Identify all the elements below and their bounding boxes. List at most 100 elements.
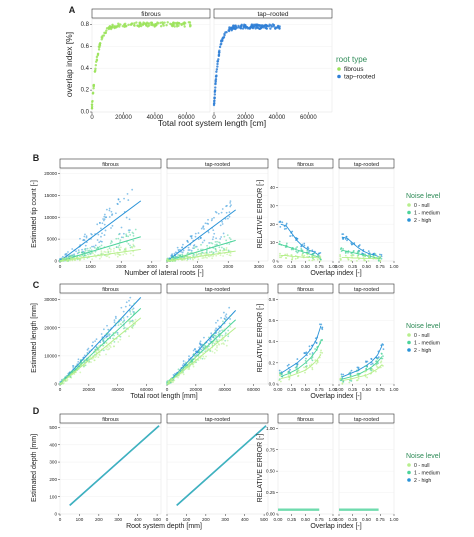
data-point: [357, 245, 360, 248]
data-point: [88, 355, 91, 358]
data-point: [102, 252, 104, 255]
facet-strip: [166, 158, 269, 169]
data-point: [85, 254, 87, 257]
data-point: [119, 254, 122, 256]
data-point: [187, 363, 190, 365]
data-point: [103, 218, 106, 221]
x-tick-label: 0: [166, 517, 169, 522]
data-point: [229, 238, 232, 241]
data-point: [347, 258, 350, 261]
data-point: [129, 252, 132, 255]
data-point: [118, 253, 121, 256]
data-point: [308, 364, 311, 367]
data-point: [211, 217, 214, 220]
data-point: [197, 359, 200, 362]
facet-label: tap-rooted: [205, 417, 230, 423]
facet-strip: [277, 283, 334, 294]
data-point: [219, 242, 221, 244]
data-point: [150, 21, 153, 24]
data-point: [200, 348, 203, 351]
data-point: [106, 324, 108, 327]
facet-strip: [59, 283, 162, 294]
legend-label: 1 - medium: [414, 341, 440, 347]
data-point: [225, 211, 228, 214]
y-tick-label: 30000: [44, 297, 57, 302]
data-point: [198, 346, 201, 349]
data-point: [100, 35, 103, 39]
y-tick-label: 30: [270, 203, 276, 208]
data-point: [159, 25, 163, 28]
data-point: [134, 228, 137, 231]
data-point: [376, 357, 379, 360]
data-point: [294, 366, 297, 369]
x-tick-label: 0.25: [287, 517, 296, 522]
data-point: [180, 250, 183, 253]
data-point: [217, 331, 220, 334]
data-point: [132, 239, 135, 242]
x-tick-label: 500: [153, 517, 161, 522]
data-point: [224, 332, 227, 335]
data-point: [190, 234, 193, 237]
data-point: [96, 223, 99, 226]
y-tick-label: 300: [49, 460, 57, 465]
data-point: [127, 242, 130, 245]
data-point: [225, 249, 228, 252]
data-point: [226, 253, 229, 256]
regression-line: [166, 327, 236, 385]
data-point: [101, 344, 104, 347]
data-point: [214, 329, 217, 332]
data-point: [103, 215, 106, 218]
data-point: [101, 232, 103, 235]
data-point: [308, 259, 311, 262]
data-point: [348, 381, 351, 384]
data-point: [180, 256, 182, 259]
data-point: [131, 188, 134, 191]
data-point: [128, 299, 130, 302]
data-point: [176, 246, 179, 249]
data-point: [97, 233, 100, 236]
data-point: [119, 239, 122, 241]
y-tick-label: 40: [270, 185, 276, 190]
data-point: [223, 235, 226, 238]
data-point: [216, 240, 218, 243]
data-point: [132, 254, 135, 257]
data-point: [220, 236, 223, 238]
data-point: [382, 348, 385, 351]
data-point: [69, 256, 72, 259]
data-point: [106, 346, 109, 348]
data-point: [216, 349, 218, 352]
legend-label: 1 - medium: [414, 471, 440, 477]
data-point: [173, 379, 176, 382]
data-point: [347, 251, 349, 254]
x-tick-label: 40000: [269, 115, 286, 121]
data-point: [105, 29, 108, 32]
facet-label: fibrous: [102, 287, 119, 293]
data-point: [215, 237, 218, 240]
data-point: [305, 365, 308, 368]
data-point: [280, 256, 283, 259]
data-point: [117, 321, 120, 324]
data-point: [95, 348, 98, 351]
data-point: [119, 200, 121, 203]
data-point: [122, 317, 125, 319]
data-point: [229, 205, 232, 208]
data-point: [310, 357, 313, 360]
data-point: [208, 251, 211, 254]
data-point: [193, 253, 195, 256]
data-point: [229, 202, 232, 204]
data-point: [281, 221, 284, 224]
data-point: [379, 366, 382, 369]
x-tick-label: 0.75: [376, 387, 385, 392]
y-tick-label: 0.0: [269, 382, 276, 387]
data-point: [176, 21, 180, 25]
data-point: [313, 252, 316, 255]
data-point: [188, 368, 191, 371]
legend-label: tap–rooted: [344, 74, 375, 81]
data-point: [103, 234, 106, 236]
data-point: [208, 242, 211, 244]
data-point: [201, 241, 204, 244]
x-tick-label: 400: [241, 517, 249, 522]
data-point: [225, 247, 228, 249]
data-point: [202, 226, 204, 229]
x-tick-label: 0.75: [376, 517, 385, 522]
